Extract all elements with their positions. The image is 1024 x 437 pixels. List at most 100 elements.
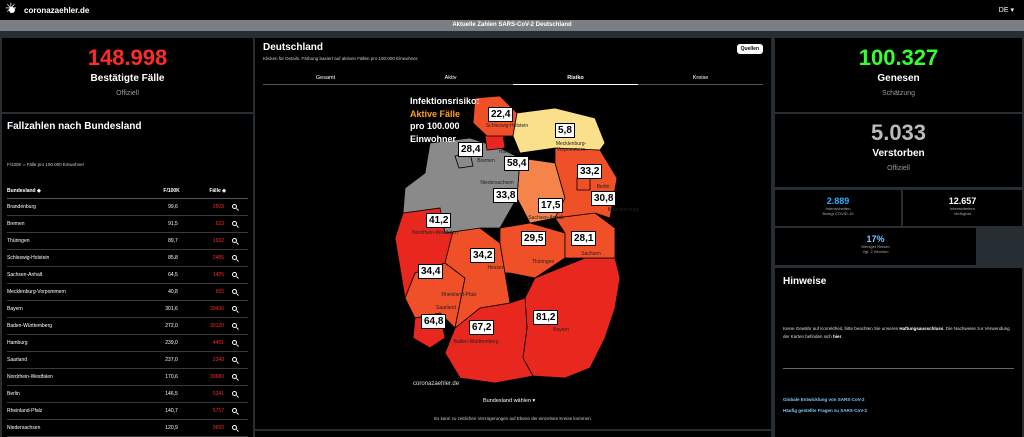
magnifier-icon[interactable]: [232, 424, 237, 430]
map-name-sl: Saarland: [435, 305, 456, 311]
state-detail-button[interactable]: [232, 402, 248, 420]
sort-icon[interactable]: ◆: [37, 188, 41, 194]
magnifier-icon[interactable]: [232, 237, 237, 243]
magnifier-icon[interactable]: [232, 322, 237, 328]
map-value-by[interactable]: 81,2: [533, 310, 559, 325]
map-value-bb[interactable]: 30,8: [591, 191, 617, 206]
state-detail-button[interactable]: [232, 351, 248, 369]
state-name: Berlin: [7, 385, 142, 403]
state-name: Mecklenburg-Vorpommern: [7, 283, 142, 301]
magnifier-icon[interactable]: [232, 373, 237, 379]
map-value-hh[interactable]: 58,4: [504, 156, 530, 171]
magnifier-icon[interactable]: [232, 271, 237, 277]
map-value-sl[interactable]: 64,8: [421, 314, 447, 329]
map-value-st[interactable]: 17,5: [538, 198, 564, 213]
magnifier-icon[interactable]: [232, 305, 237, 311]
state-detail-button[interactable]: [232, 198, 248, 216]
state-detail-button[interactable]: [232, 249, 248, 267]
map-value-sn[interactable]: 28,1: [571, 231, 597, 246]
state-name: Nordrhein-Westfalen: [7, 368, 142, 386]
here-link[interactable]: hier: [833, 333, 842, 339]
table-row[interactable]: Sachsen-Anhalt 64,5 1425: [7, 266, 248, 284]
disclaimer-link[interactable]: Haftungsausschluss: [899, 326, 944, 331]
map-value-nw[interactable]: 41,2: [426, 213, 452, 228]
col-state[interactable]: Bundesland ◆: [7, 184, 142, 199]
map-region-th[interactable]: [499, 222, 566, 279]
tab-risiko[interactable]: Risiko: [513, 72, 638, 85]
map-value-he[interactable]: 34,2: [470, 248, 496, 263]
hints-text: Keine Gewähr auf Korrektheit, bitte beac…: [783, 326, 1010, 339]
table-row[interactable]: Thüringen 89,7 1932: [7, 232, 248, 250]
table-row[interactable]: Mecklenburg-Vorpommern 40,8 655: [7, 283, 248, 301]
map-description: Klicken für Details. Färbung basiert auf…: [263, 56, 419, 61]
recovered-source: Schätzung: [881, 90, 916, 97]
magnifier-icon[interactable]: [232, 288, 237, 294]
state-detail-button[interactable]: [232, 317, 248, 335]
state-detail-button[interactable]: [232, 266, 248, 284]
state-detail-button[interactable]: [232, 334, 248, 352]
magnifier-icon[interactable]: [232, 407, 237, 413]
legend-line2: Aktive Fälle: [410, 108, 461, 119]
magnifier-icon[interactable]: [232, 356, 237, 362]
table-row[interactable]: Bayern 301,6 39436: [7, 300, 248, 318]
map-value-bw[interactable]: 67,2: [469, 320, 495, 335]
table-row[interactable]: Baden-Württemberg 272,0 30120: [7, 317, 248, 335]
tab-gesamt[interactable]: Gesamt: [263, 72, 388, 85]
states-title: Fallzahlen nach Bundesland: [7, 121, 142, 132]
state-select[interactable]: Bundesland wählen ▾: [483, 398, 536, 404]
tab-aktiv[interactable]: Aktiv: [388, 72, 513, 85]
brand-name[interactable]: coronazaehler.de: [24, 5, 90, 15]
table-row[interactable]: Schleswig-Holstein 85,8 2485: [7, 249, 248, 267]
language-dropdown[interactable]: DE ▾: [998, 7, 1014, 14]
state-detail-button[interactable]: [232, 215, 248, 233]
sort-icon[interactable]: ◆: [222, 188, 226, 194]
hints-divider: [783, 368, 1014, 370]
table-row[interactable]: Berlin 146,5 5341: [7, 385, 248, 403]
map-value-be[interactable]: 33,2: [577, 164, 603, 179]
map-name-ns: Niedersachsen: [480, 180, 514, 186]
state-detail-button[interactable]: [232, 232, 248, 250]
sources-button[interactable]: Quellen: [736, 44, 763, 54]
map-value-th[interactable]: 29,5: [521, 231, 547, 246]
state-f100k: 89,7: [142, 232, 180, 250]
table-row[interactable]: Brandenburg 99,6 2503: [7, 198, 248, 216]
cases-value: 148.998: [87, 45, 168, 70]
state-f100k: 99,6: [142, 198, 180, 216]
state-detail-button[interactable]: [232, 368, 248, 386]
state-detail-button[interactable]: [232, 283, 248, 301]
state-detail-button[interactable]: [232, 300, 248, 318]
state-f100k: 120,9: [142, 419, 180, 437]
magnifier-icon[interactable]: [232, 390, 237, 396]
cases-label: Bestätigte Fälle: [90, 73, 165, 84]
col-f100k[interactable]: F/100K: [142, 184, 180, 199]
icu-free-value: 12.657: [948, 196, 977, 206]
map-value-sh[interactable]: 22,4: [488, 107, 514, 122]
col-cases[interactable]: Fälle ◆: [179, 184, 232, 199]
magnifier-icon[interactable]: [232, 339, 237, 345]
state-detail-button[interactable]: [232, 419, 248, 437]
table-row[interactable]: Bremen 91,5 623: [7, 215, 248, 233]
table-row[interactable]: Saarland 237,0 2348: [7, 351, 248, 369]
state-cases: 1932: [179, 232, 232, 250]
table-row[interactable]: Niedersachsen 120,9 9650: [7, 419, 248, 437]
map-name-nw: Nordrhein-Westfalen: [412, 230, 458, 236]
global-link[interactable]: Globale Entwicklung von SARS-CoV-2: [783, 397, 865, 403]
sun-logo-icon[interactable]: [5, 1, 18, 16]
table-row[interactable]: Nordrhein-Westfalen 170,6 30680: [7, 368, 248, 386]
map-value-mv[interactable]: 5,8: [555, 123, 575, 138]
magnifier-icon[interactable]: [232, 254, 237, 260]
tab-kreise[interactable]: Kreise: [638, 72, 763, 85]
faq-link[interactable]: Häufig gestellte Fragen zu SARS-CoV-2: [783, 408, 868, 414]
state-detail-button[interactable]: [232, 385, 248, 403]
map-value-hb[interactable]: 28,4: [458, 142, 484, 157]
map-panel-bottom: [255, 431, 771, 437]
table-row[interactable]: Hamburg 239,0 4451: [7, 334, 248, 352]
map-value-rp[interactable]: 34,4: [418, 264, 444, 279]
state-name: Sachsen-Anhalt: [7, 266, 142, 284]
map-value-ns[interactable]: 33,8: [493, 188, 519, 203]
magnifier-icon[interactable]: [232, 203, 237, 209]
magnifier-icon[interactable]: [232, 220, 237, 226]
recovered-panel: 100.327 Genesen Schätzung: [775, 38, 1022, 112]
table-row[interactable]: Rheinland-Pfalz 140,7 5757: [7, 402, 248, 420]
deaths-value: 5.033: [870, 120, 927, 145]
